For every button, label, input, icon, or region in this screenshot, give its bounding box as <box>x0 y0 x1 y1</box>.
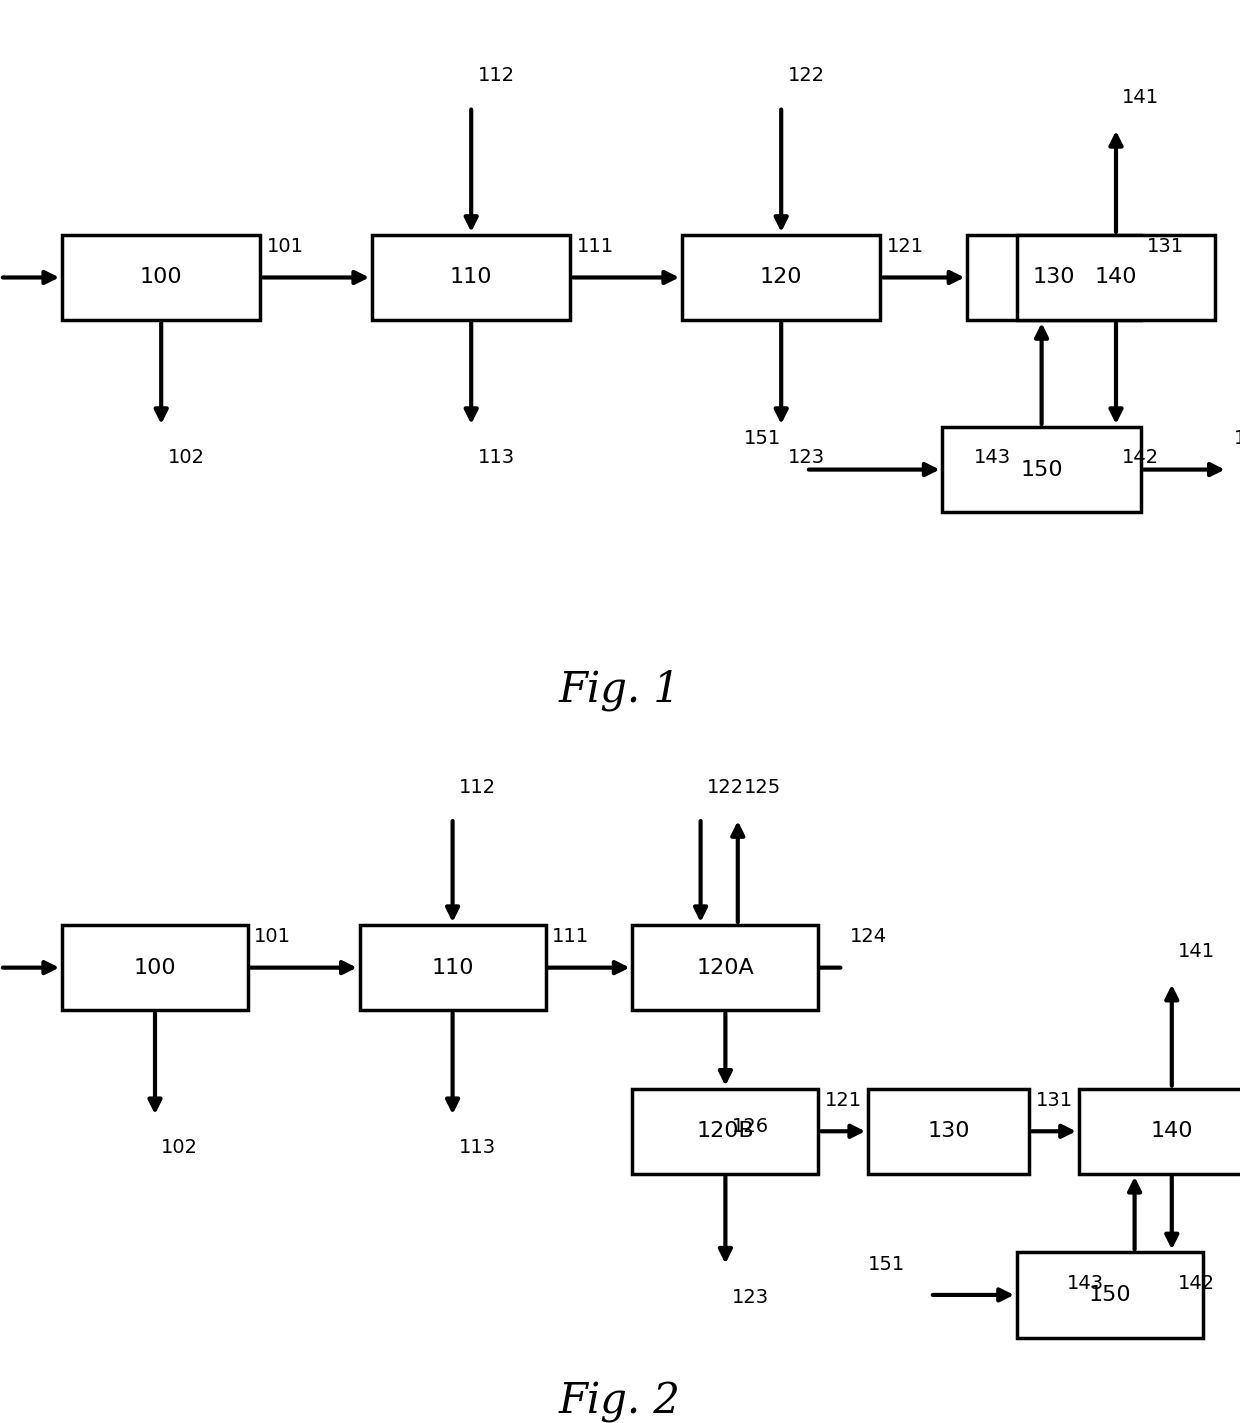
Bar <box>360 925 546 1010</box>
Text: 140: 140 <box>1095 268 1137 287</box>
Text: 131: 131 <box>1035 1091 1073 1110</box>
Text: 142: 142 <box>1122 448 1159 467</box>
Text: 101: 101 <box>254 928 291 946</box>
Text: 111: 111 <box>552 928 589 946</box>
Bar <box>868 1089 1029 1174</box>
Text: 125: 125 <box>744 778 781 797</box>
Text: 124: 124 <box>849 928 887 946</box>
Text: 122: 122 <box>707 778 744 797</box>
Text: 122: 122 <box>787 67 825 85</box>
Bar <box>632 1089 818 1174</box>
Bar <box>942 427 1141 512</box>
Text: 112: 112 <box>459 778 496 797</box>
Text: 151: 151 <box>868 1255 905 1274</box>
Text: 131: 131 <box>1147 238 1184 256</box>
Text: 126: 126 <box>732 1117 769 1136</box>
Text: Fig. 2: Fig. 2 <box>559 1380 681 1423</box>
Text: 123: 123 <box>732 1288 769 1306</box>
Bar <box>682 235 880 320</box>
Bar <box>1017 1252 1203 1338</box>
Text: 143: 143 <box>973 448 1011 467</box>
Bar <box>62 235 260 320</box>
Bar <box>632 925 818 1010</box>
Text: 113: 113 <box>477 448 515 467</box>
Bar <box>372 235 570 320</box>
Text: 123: 123 <box>787 448 825 467</box>
Text: 121: 121 <box>887 238 924 256</box>
Bar <box>1079 1089 1240 1174</box>
Text: 112: 112 <box>477 67 515 85</box>
Text: 130: 130 <box>928 1121 970 1141</box>
Text: 110: 110 <box>450 268 492 287</box>
Text: 101: 101 <box>267 238 304 256</box>
Text: 151: 151 <box>744 430 781 448</box>
Text: 141: 141 <box>1122 88 1159 107</box>
Text: 100: 100 <box>140 268 182 287</box>
Text: 102: 102 <box>161 1138 198 1157</box>
Text: 150: 150 <box>1089 1285 1131 1305</box>
Text: 113: 113 <box>459 1138 496 1157</box>
Text: 141: 141 <box>1178 942 1215 961</box>
Text: 120A: 120A <box>697 958 754 978</box>
Bar <box>62 925 248 1010</box>
Text: 102: 102 <box>167 448 205 467</box>
Bar <box>967 235 1141 320</box>
Text: 110: 110 <box>432 958 474 978</box>
Text: 152: 152 <box>1234 430 1240 448</box>
Text: 111: 111 <box>577 238 614 256</box>
Text: 140: 140 <box>1151 1121 1193 1141</box>
Text: 121: 121 <box>825 1091 862 1110</box>
Bar <box>1017 235 1215 320</box>
Text: Fig. 1: Fig. 1 <box>559 669 681 712</box>
Text: 142: 142 <box>1178 1274 1215 1292</box>
Text: 150: 150 <box>1021 460 1063 480</box>
Text: 100: 100 <box>134 958 176 978</box>
Text: 130: 130 <box>1033 268 1075 287</box>
Text: 120: 120 <box>760 268 802 287</box>
Text: 120B: 120B <box>697 1121 754 1141</box>
Text: 143: 143 <box>1066 1274 1104 1292</box>
